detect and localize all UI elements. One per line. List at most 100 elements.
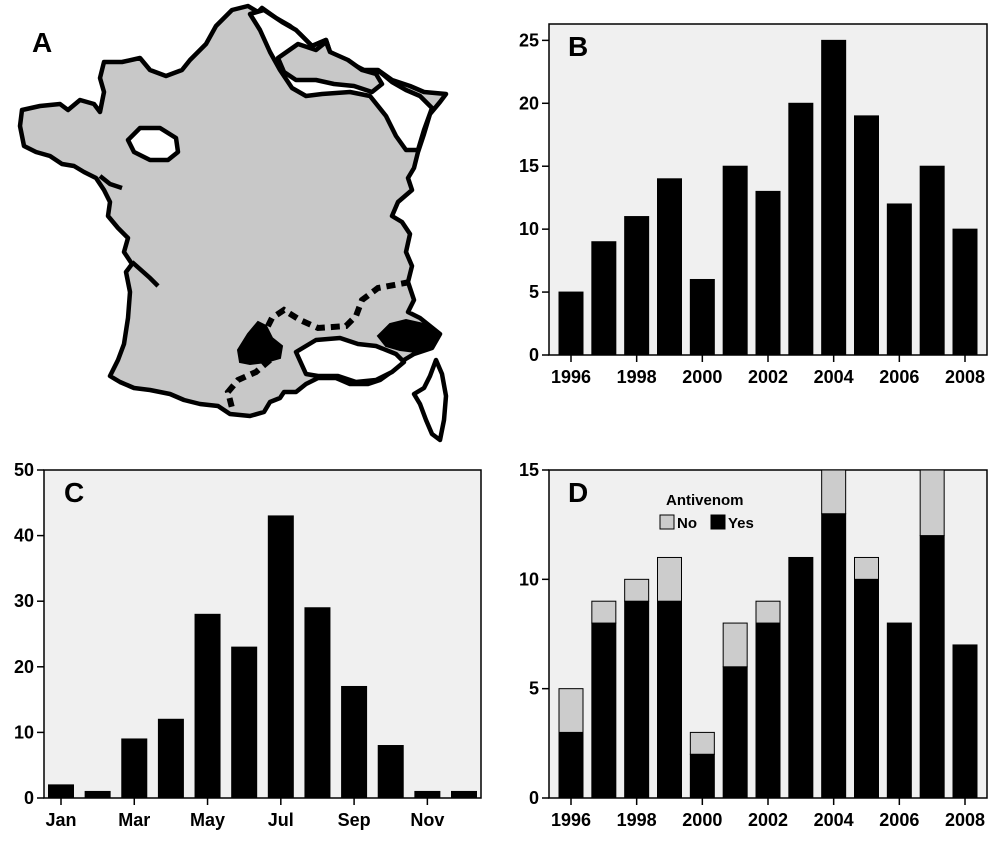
- panel-b-bar-2000: [689, 278, 715, 356]
- panel-d-bar-yes-1996: [558, 731, 584, 799]
- panel-d-bar-no-1998: [624, 578, 650, 602]
- panel-b-bar-2006: [886, 203, 912, 356]
- legend-swatch-no: [659, 514, 675, 530]
- panel-d-y-tick-label: 15: [519, 460, 539, 480]
- coast-white-region: [293, 335, 407, 385]
- panel-b-x-tick-labels: 1996 1998 2000 2002 2004 2006 2008: [551, 367, 985, 387]
- panel-d-bar-yes-1998: [624, 600, 650, 799]
- legend-swatch-yes: [710, 514, 726, 530]
- panel-c-y-ticks: [37, 469, 44, 799]
- panel-d-bar-yes-2008: [952, 644, 978, 799]
- panel-b-y-tick-label: 15: [519, 156, 539, 176]
- panel-c-x-tick-label: Jul: [268, 810, 294, 830]
- panel-c-bar-Oct: [377, 745, 404, 799]
- paris-white-region: [125, 125, 181, 163]
- panel-d-bar-yes-2006: [886, 622, 912, 799]
- panel-d-bar-no-2005: [854, 556, 879, 580]
- france-mainland-shape: [17, 3, 449, 419]
- panel-b-bar-2003: [788, 102, 814, 356]
- panel-d-bar-yes-2004: [821, 513, 847, 799]
- panel-c-y-tick-label: 10: [14, 722, 34, 742]
- panel-c-bar-Feb: [84, 790, 111, 799]
- panel-c-y-tick-label: 50: [14, 460, 34, 480]
- panel-b-x-tick-label: 1996: [551, 367, 591, 387]
- panel-c-y-tick-label: 30: [14, 591, 34, 611]
- panel-c-x-tick-label: Sep: [338, 810, 371, 830]
- panel-b-x-tick-label: 2002: [748, 367, 788, 387]
- legend-label-no: No: [677, 515, 697, 532]
- panel-b-y-tick-label: 10: [519, 219, 539, 239]
- panel-d-legend: Antivenom No Yes: [659, 492, 754, 532]
- legend-title: Antivenom: [666, 492, 744, 509]
- panel-d-bar-no-1997: [591, 600, 617, 624]
- panel-c-letter: C: [64, 477, 84, 508]
- corsica-shape: [411, 357, 449, 443]
- panel-d-bar-no-2001: [722, 622, 748, 668]
- panel-c-bars: [48, 515, 477, 799]
- distribution-limit-dotted-line-south: [224, 357, 272, 409]
- panel-b-y-tick-label: 0: [529, 345, 539, 365]
- distribution-limit-dotted-line: [263, 279, 411, 332]
- panel-d-x-tick-label: 1998: [617, 810, 657, 830]
- panel-c-x-tick-label: Jan: [45, 810, 76, 830]
- panel-d-bar-no-2007: [919, 469, 945, 537]
- panel-b-y-tick-labels: 0 5 10 15 20 25: [519, 30, 539, 365]
- panel-d-bar-no-2004: [821, 469, 847, 515]
- panel-b-y-tick-label: 5: [529, 282, 539, 302]
- panel-c-bar-May: [194, 613, 221, 799]
- panel-c-y-tick-label: 0: [24, 788, 34, 808]
- panel-b-bar-2008: [952, 228, 978, 356]
- panel-b-bar-2005: [854, 115, 879, 356]
- panel-c-x-tick-label: Nov: [410, 810, 444, 830]
- southeast-black-patch: [376, 318, 440, 354]
- panel-a-letter: A: [32, 27, 52, 58]
- panel-c-x-tick-label: Mar: [118, 810, 150, 830]
- panel-c-x-tick-label: May: [190, 810, 225, 830]
- panel-d-letter: D: [568, 477, 588, 508]
- panel-b-x-ticks: [570, 355, 966, 362]
- panel-d-bar-yes-2002: [755, 622, 781, 799]
- panel-d-x-tick-label: 1996: [551, 810, 591, 830]
- panel-d-bar-no-1999: [657, 556, 682, 602]
- panel-c-bar-Jul: [267, 515, 294, 799]
- panel-c-x-ticks: [60, 798, 429, 805]
- panel-c-y-tick-labels: 0 10 20 30 40 50: [14, 460, 34, 808]
- panel-b-y-ticks: [542, 39, 549, 356]
- panel-b-bar-2004: [821, 39, 847, 356]
- panel-b-bar-1998: [624, 216, 650, 356]
- panel-c-chart: 0 10 20 30 40 50 Jan Mar May Jul Sep Nov C: [14, 460, 482, 830]
- north-coast-inlet: [98, 174, 123, 191]
- panel-b-bar-1997: [591, 241, 617, 356]
- west-coast-inlet: [130, 260, 160, 288]
- panel-c-y-tick-label: 40: [14, 526, 34, 546]
- panel-c-plot-area: [43, 469, 482, 799]
- panel-c-bar-Mar: [121, 738, 148, 799]
- panel-b-bar-1999: [657, 178, 682, 356]
- panel-d-bar-yes-2000: [689, 753, 715, 799]
- panel-d-bar-yes-1999: [657, 600, 682, 799]
- southwest-black-patch: [236, 320, 284, 366]
- panel-c-bar-Aug: [304, 607, 331, 799]
- panel-c-bar-Apr: [157, 718, 184, 799]
- panel-d-x-tick-label: 2002: [748, 810, 788, 830]
- panel-c-bar-Jun: [231, 646, 258, 799]
- panel-b-x-tick-label: 2000: [682, 367, 722, 387]
- panel-d-bar-no-1996: [558, 688, 584, 733]
- panel-b-x-tick-label: 2004: [814, 367, 854, 387]
- panel-d-x-tick-label: 2006: [879, 810, 919, 830]
- panel-d-y-tick-label: 5: [529, 679, 539, 699]
- panel-b-y-tick-label: 25: [519, 30, 539, 50]
- panel-d-bar-no-2000: [689, 731, 715, 755]
- panel-b-bars: [558, 39, 978, 356]
- panel-c-bar-Jan: [48, 784, 74, 799]
- panel-c-bar-Dec: [451, 790, 477, 799]
- panel-b-bar-2001: [722, 165, 748, 356]
- grey-enclave-shape: [275, 39, 385, 95]
- panel-c-bar-Sep: [341, 685, 368, 799]
- panel-d-x-tick-labels: 1996 1998 2000 2002 2004 2006 2008: [551, 810, 985, 830]
- panel-b-y-tick-label: 20: [519, 93, 539, 113]
- panel-b-x-tick-label: 1998: [617, 367, 657, 387]
- panel-c-bar-Nov: [414, 790, 441, 799]
